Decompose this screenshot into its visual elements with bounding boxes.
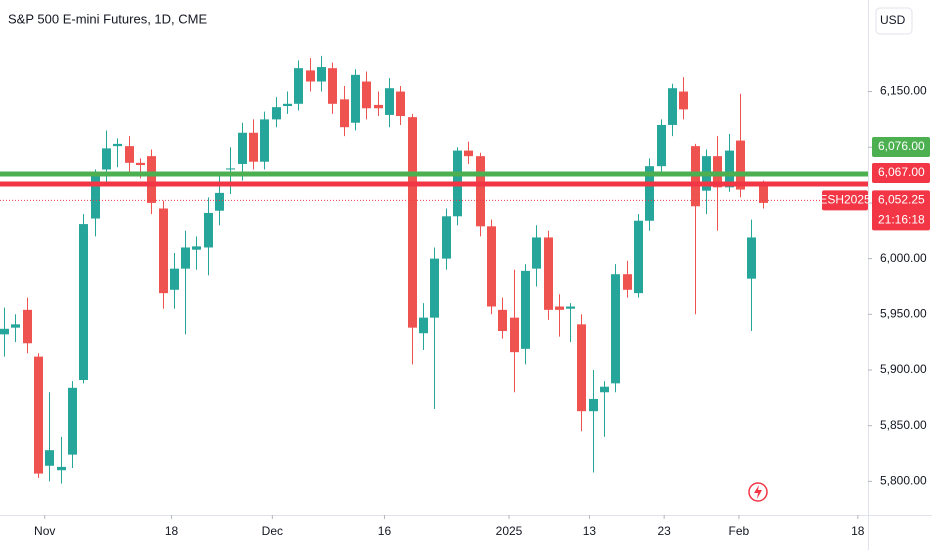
candle-body [532,237,541,269]
x-tick-label: Feb [729,524,750,538]
last-price-tag [872,190,930,231]
candle-body [260,119,269,162]
y-tick-label: 6,150.00 [880,84,927,98]
candle-body [385,88,394,115]
candle-body [634,220,643,294]
candle-body [725,150,734,188]
candle-body [510,317,519,353]
x-tick-label: 2025 [496,524,523,538]
candle-body [442,216,451,259]
candle-body [113,143,122,147]
candle-body [125,146,134,163]
candle-body [487,226,496,307]
candle-body [34,356,43,474]
candle-body [340,99,349,128]
candle-body [283,103,292,107]
y-tick-label: 5,850.00 [880,418,927,432]
x-tick-label: 18 [165,524,179,538]
candle-body [577,324,586,412]
x-tick-label: 23 [657,524,671,538]
candle-body [249,132,258,162]
candle-body [317,67,326,82]
y-tick-label: 5,950.00 [880,306,927,320]
price-tag-label: 6,076.00 [878,139,925,153]
candle-body [362,81,371,109]
candle-body [306,70,315,82]
candle-body [736,140,745,190]
candle-body [181,247,190,269]
candle-body [419,317,428,334]
candle-body [102,148,111,170]
currency-label[interactable]: USD [880,13,906,27]
price-tag-label: 6,067.00 [878,165,925,179]
candle-body [759,181,768,203]
candle-body [328,68,337,104]
candle-body [68,387,77,455]
candle-body [23,309,32,344]
candle-body [136,162,145,166]
candle-body [476,156,485,227]
candle-body [147,156,156,203]
candle-body [645,166,654,221]
x-tick-label: 16 [378,524,392,538]
symbol-label: ESH2025 [819,193,871,207]
candle-body [91,175,100,219]
candle-body [430,258,439,318]
last-price-label: 6,052.25 [878,193,925,207]
candle-body [623,274,632,290]
candle-body [159,208,168,294]
candle-body [374,104,383,109]
currency-button[interactable] [875,7,913,35]
price-tag [872,136,930,157]
candle-body [566,306,575,309]
candle-body [226,168,235,170]
candle-body [11,324,20,328]
candle-body [657,124,666,167]
candle-body [351,74,360,123]
candle-body [555,306,564,310]
price-tag [872,162,930,183]
candle-body [294,68,303,104]
x-tick-label: 18 [851,524,865,538]
candle-body [57,466,66,471]
candle-body [464,150,473,157]
candle-body [238,132,247,164]
candle-body [215,192,224,211]
chart-title: S&P 500 E-mini Futures, 1D, CME [8,11,207,26]
y-tick-label: 5,900.00 [880,362,927,376]
candle-body [0,328,9,335]
candle-body [521,270,530,349]
candle-body [45,450,54,466]
candle-body [600,386,609,393]
alert-icon[interactable] [748,482,768,502]
candle-body [396,91,405,117]
candle-body [611,274,620,384]
candle-body [747,237,756,279]
candle-body [498,309,507,332]
y-tick-label: 6,000.00 [880,251,927,265]
x-tick-label: 13 [583,524,597,538]
symbol-tag [822,190,868,211]
candle-body [668,88,677,125]
candle-body [204,212,213,248]
candle-body [79,224,88,381]
candle-body [679,91,688,110]
candle-body [192,246,201,250]
candle-body [589,398,598,412]
countdown-label: 21:16:18 [878,213,925,227]
y-tick-label: 5,800.00 [880,474,927,488]
candle-body [272,107,281,120]
candle-body [408,117,417,328]
candle-body [544,237,553,310]
x-tick-label: Dec [262,524,283,538]
x-tick-label: Nov [34,524,55,538]
candle-body [170,268,179,290]
